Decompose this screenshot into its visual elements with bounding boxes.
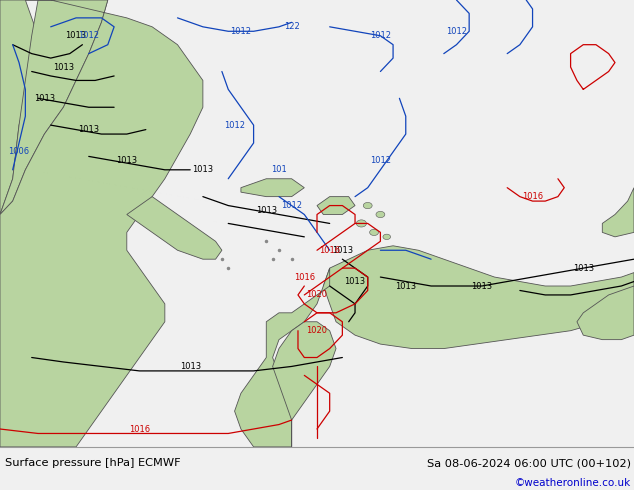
Text: 1012: 1012 xyxy=(446,27,467,36)
Text: 1013: 1013 xyxy=(78,125,100,134)
Polygon shape xyxy=(235,268,330,447)
Text: 1012: 1012 xyxy=(370,156,391,166)
Polygon shape xyxy=(0,0,108,215)
Text: 1013: 1013 xyxy=(192,165,214,174)
Polygon shape xyxy=(127,196,222,259)
Polygon shape xyxy=(602,188,634,237)
Polygon shape xyxy=(0,0,38,215)
Circle shape xyxy=(356,220,366,227)
Circle shape xyxy=(376,211,385,218)
Text: 122: 122 xyxy=(284,23,299,31)
Text: 1006: 1006 xyxy=(8,147,30,156)
Text: 1013: 1013 xyxy=(65,31,87,40)
Text: 1012: 1012 xyxy=(224,121,245,130)
Circle shape xyxy=(363,202,372,209)
Text: 1012: 1012 xyxy=(281,201,302,210)
Text: 1013: 1013 xyxy=(573,264,594,272)
Text: 1013: 1013 xyxy=(471,281,493,291)
Text: 1012: 1012 xyxy=(230,27,252,36)
Text: 1020: 1020 xyxy=(306,326,328,335)
Text: Surface pressure [hPa] ECMWF: Surface pressure [hPa] ECMWF xyxy=(5,458,181,468)
Text: 1013: 1013 xyxy=(332,246,353,255)
Text: 1013: 1013 xyxy=(256,205,277,215)
Text: 1016: 1016 xyxy=(129,424,150,434)
Text: Sa 08-06-2024 06:00 UTC (00+102): Sa 08-06-2024 06:00 UTC (00+102) xyxy=(427,458,631,468)
Polygon shape xyxy=(323,246,634,348)
Text: 1013: 1013 xyxy=(395,281,417,291)
Polygon shape xyxy=(0,0,203,447)
Polygon shape xyxy=(317,196,355,215)
Text: 1016: 1016 xyxy=(319,246,340,255)
Text: ©weatheronline.co.uk: ©weatheronline.co.uk xyxy=(515,478,631,488)
Text: 1013: 1013 xyxy=(344,277,366,286)
Polygon shape xyxy=(241,179,304,196)
Text: 1016: 1016 xyxy=(294,272,315,282)
Text: 1013: 1013 xyxy=(116,156,138,166)
Text: 1016: 1016 xyxy=(522,192,543,201)
Text: 1012: 1012 xyxy=(370,31,391,40)
Text: 1013: 1013 xyxy=(53,63,74,72)
Text: 1013: 1013 xyxy=(179,362,201,371)
Circle shape xyxy=(370,229,378,236)
Text: 1020: 1020 xyxy=(306,291,328,299)
Polygon shape xyxy=(577,286,634,340)
Text: 1012: 1012 xyxy=(78,31,100,40)
Circle shape xyxy=(383,234,391,240)
Text: 1013: 1013 xyxy=(34,94,55,103)
Polygon shape xyxy=(273,322,336,447)
Text: 101: 101 xyxy=(271,165,287,174)
